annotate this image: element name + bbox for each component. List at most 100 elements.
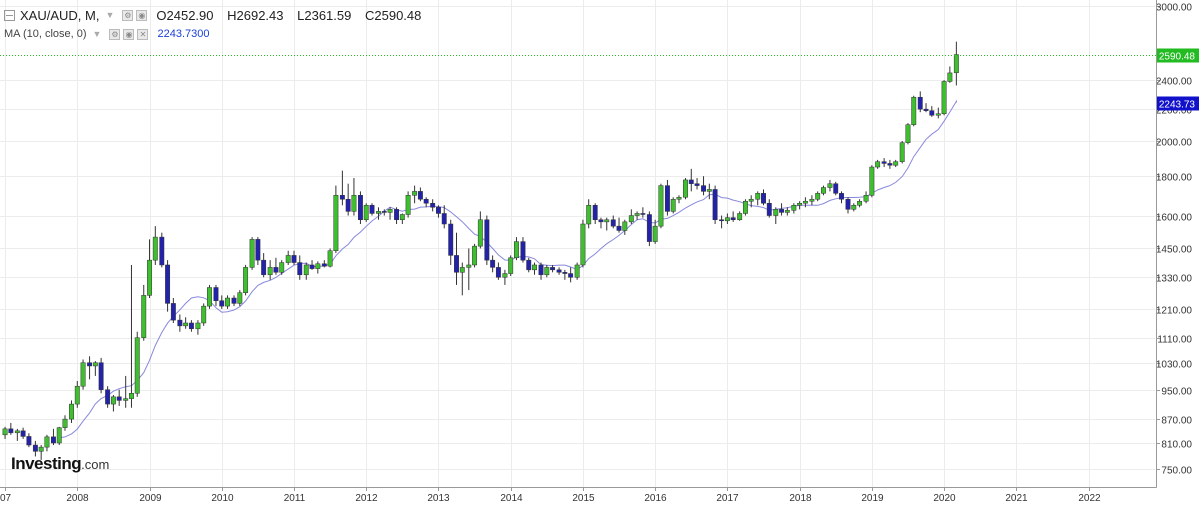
candle-body xyxy=(327,250,333,267)
y-tick-label: 1800.00 xyxy=(1156,173,1193,184)
candle-body xyxy=(550,267,556,271)
candle-body xyxy=(267,267,273,276)
candle xyxy=(598,217,604,229)
candle xyxy=(592,203,598,225)
logo-brand: Investing xyxy=(11,454,82,473)
candle xyxy=(333,185,339,254)
candle xyxy=(495,262,501,280)
candle xyxy=(351,178,357,216)
symbol-legend: XAU/AUD, M, ▼ ⚙ ◉ O2452.90 H2692.43 L236… xyxy=(4,6,431,24)
candle-body xyxy=(568,273,574,278)
candle-body xyxy=(755,193,761,200)
candle-body xyxy=(652,225,658,242)
candle xyxy=(237,290,243,307)
candle xyxy=(610,215,616,229)
candle xyxy=(405,191,411,218)
candle xyxy=(863,191,869,204)
candle xyxy=(773,207,779,225)
candle xyxy=(755,191,761,206)
candle-body xyxy=(62,418,68,428)
x-tick-label: 2011 xyxy=(284,493,306,504)
symbol-name[interactable]: XAU/AUD, M, xyxy=(20,7,100,23)
candle-body xyxy=(369,205,375,214)
candle-body xyxy=(207,287,212,307)
ma-value-badge xyxy=(1157,96,1199,111)
settings-icon[interactable]: ⚙ xyxy=(122,9,134,21)
candle-body xyxy=(508,257,514,274)
candle xyxy=(923,103,929,113)
candle xyxy=(423,197,429,208)
x-tick-label: 2014 xyxy=(500,493,523,504)
candle xyxy=(261,253,267,278)
candle-body xyxy=(423,198,429,204)
indicator-legend: MA (10, close, 0) ▼ ⚙ ◉ ✕ 2243.7300 xyxy=(4,25,209,43)
x-tick-label: 2009 xyxy=(139,493,162,504)
ma-value: 2243.7300 xyxy=(157,28,210,40)
hide-icon[interactable]: ◉ xyxy=(123,28,135,40)
candle-body xyxy=(14,430,20,434)
y-tick-label: 1030.00 xyxy=(1156,360,1193,371)
candle xyxy=(520,237,526,263)
close-icon[interactable]: ✕ xyxy=(137,28,149,40)
candle xyxy=(279,260,285,275)
candle-body xyxy=(670,198,676,212)
y-tick-label: 2400.00 xyxy=(1156,77,1193,88)
caret-down-icon[interactable]: ▼ xyxy=(92,29,102,39)
candle xyxy=(791,203,797,214)
settings-icon[interactable]: ⚙ xyxy=(109,28,121,40)
candle xyxy=(658,183,664,229)
candle xyxy=(586,199,592,229)
candle-body xyxy=(219,300,225,307)
candle-body xyxy=(134,337,140,394)
grid xyxy=(0,0,1155,487)
candle-body xyxy=(598,219,604,223)
candle xyxy=(779,203,785,216)
candle xyxy=(87,356,93,380)
candle-body xyxy=(32,444,38,452)
ma-label[interactable]: MA (10, close, 0) xyxy=(4,28,87,40)
candle-body xyxy=(56,427,62,444)
candle xyxy=(652,219,658,244)
candle-body xyxy=(556,269,562,273)
candle-body xyxy=(701,185,706,192)
candle xyxy=(670,197,676,214)
candle-body xyxy=(592,205,598,220)
candle xyxy=(484,215,490,265)
candle xyxy=(784,207,790,216)
candle-body xyxy=(893,161,899,166)
candle-body xyxy=(74,385,80,405)
candle-body xyxy=(213,287,219,301)
x-tick-label: 2015 xyxy=(572,493,595,504)
candle xyxy=(574,262,580,280)
candle xyxy=(676,195,682,204)
candle xyxy=(730,211,736,222)
candle-body xyxy=(225,297,230,307)
candle-body xyxy=(833,183,839,194)
caret-down-icon[interactable]: ▼ xyxy=(105,10,115,20)
candle-body xyxy=(141,295,147,338)
candle xyxy=(62,415,68,431)
hide-icon[interactable]: ◉ xyxy=(136,9,148,21)
candle xyxy=(98,357,104,394)
symbol-toggle-icon[interactable] xyxy=(4,9,15,21)
low-value: L2361.59 xyxy=(297,7,352,23)
candle xyxy=(724,213,730,225)
candle-body xyxy=(917,96,923,110)
candle-body xyxy=(309,264,315,269)
candle-body xyxy=(255,239,261,261)
candle-body xyxy=(147,259,152,296)
candle xyxy=(141,284,147,341)
candle xyxy=(399,213,405,225)
candle-body xyxy=(159,236,165,266)
candle xyxy=(466,248,472,291)
candle-body xyxy=(929,110,935,116)
candle-body xyxy=(821,187,826,194)
candle-body xyxy=(694,183,700,186)
candle-body xyxy=(201,305,207,324)
candle xyxy=(69,400,74,423)
candle xyxy=(604,217,610,231)
candle xyxy=(688,168,694,192)
